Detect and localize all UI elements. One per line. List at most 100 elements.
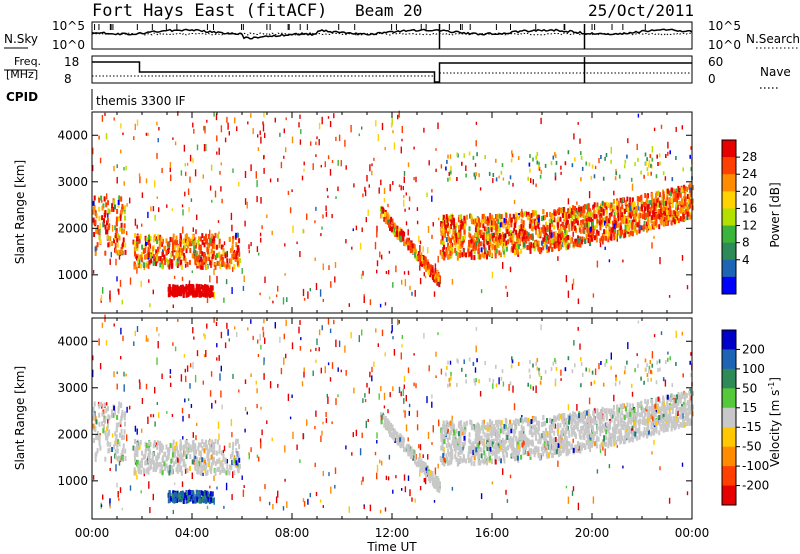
range-gate-cell [626, 154, 628, 159]
range-gate-cell [117, 202, 120, 208]
range-gate-cell [628, 231, 631, 237]
range-gate-cell [320, 367, 322, 374]
range-gate-cell [569, 212, 572, 218]
range-gate-cell [98, 338, 100, 346]
range-gate-cell [595, 233, 598, 239]
range-gate-cell [172, 509, 174, 515]
range-gate-cell [534, 241, 537, 247]
range-gate-cell [674, 192, 677, 198]
range-gate-cell [376, 230, 378, 238]
range-gate-cell [204, 287, 207, 293]
nave-line [92, 72, 692, 77]
range-gate-cell [521, 236, 524, 242]
range-gate-cell [393, 227, 396, 233]
range-gate-cell [351, 452, 353, 456]
range-gate-cell [335, 136, 337, 142]
range-gate-cell [503, 234, 506, 240]
range-gate-cell [236, 250, 238, 256]
range-gate-cell [149, 460, 152, 466]
range-gate-cell [137, 464, 140, 470]
range-gate-cell [592, 208, 595, 214]
range-gate-cell [157, 462, 160, 468]
range-gate-cell [114, 410, 116, 416]
range-gate-cell [260, 197, 262, 204]
range-gate-cell [194, 243, 197, 249]
range-gate-cell [101, 411, 104, 417]
range-gate-cell [171, 443, 174, 449]
range-gate-cell [301, 175, 304, 181]
range-gate-cell [277, 383, 279, 388]
range-gate-cell [250, 113, 252, 118]
range-gate-cell [592, 221, 594, 227]
range-gate-cell [243, 275, 245, 283]
range-gate-cell [596, 218, 599, 224]
range-gate-cell [152, 460, 155, 466]
range-gate-cell [337, 394, 339, 398]
range-gate-cell [320, 435, 322, 443]
range-gate-cell [154, 421, 156, 427]
range-gate-cell [126, 434, 128, 442]
range-gate-cell [641, 206, 644, 212]
range-gate-cell [423, 127, 425, 133]
range-gate-cell [575, 238, 578, 244]
range-gate-cell [260, 136, 262, 144]
range-gate-cell [610, 159, 612, 164]
range-gate-cell [686, 194, 689, 199]
range-gate-cell [584, 413, 586, 419]
range-gate-cell [232, 373, 234, 379]
range-gate-cell [570, 208, 573, 214]
range-gate-cell [220, 244, 223, 250]
range-gate-cell [142, 454, 145, 460]
range-gate-cell [427, 247, 429, 254]
range-gate-cell [565, 212, 568, 218]
range-gate-cell [285, 147, 287, 153]
range-gate-cell [228, 131, 230, 136]
range-gate-cell [512, 182, 514, 187]
range-gate-cell [657, 403, 660, 409]
range-gate-cell [662, 191, 665, 197]
range-gate-cell [582, 219, 585, 225]
range-gate-cell [362, 270, 364, 276]
range-gate-cell [390, 422, 393, 428]
range-gate-cell [187, 398, 190, 401]
range-gate-cell [155, 253, 158, 259]
range-gate-cell [677, 218, 680, 224]
range-gate-cell [416, 410, 419, 418]
range-gate-cell [529, 245, 532, 251]
range-gate-cell [216, 466, 219, 472]
range-gate-cell [389, 184, 391, 192]
range-gate-cell [219, 373, 221, 381]
range-gate-cell [116, 242, 119, 248]
range-gate-cell [134, 245, 137, 251]
range-gate-cell [158, 207, 160, 213]
range-gate-cell [479, 222, 482, 228]
range-gate-cell [195, 489, 198, 495]
range-gate-cell [393, 433, 396, 439]
range-gate-cell [543, 235, 546, 241]
range-gate-cell [206, 323, 208, 329]
range-gate-cell [585, 439, 588, 445]
range-gate-cell [454, 436, 457, 442]
range-gate-cell [213, 450, 216, 455]
range-gate-cell [537, 233, 540, 239]
range-gate-cell [496, 232, 499, 238]
range-gate-cell [447, 236, 450, 242]
range-gate-cell [220, 186, 222, 192]
range-gate-cell [238, 389, 240, 393]
range-gate-cell [662, 221, 665, 227]
range-gate-cell [284, 273, 286, 276]
range-gate-cell [498, 377, 500, 385]
range-gate-cell [413, 353, 415, 356]
range-gate-cell [164, 259, 167, 265]
range-gate-cell [406, 448, 409, 454]
range-gate-cell [510, 217, 513, 223]
range-gate-cell [632, 210, 635, 216]
range-gate-cell [138, 173, 141, 177]
range-gate-cell [428, 265, 431, 270]
range-gate-cell [110, 251, 112, 258]
range-gate-cell [644, 224, 647, 230]
range-gate-cell [446, 217, 449, 223]
range-gate-cell [96, 448, 99, 454]
range-gate-cell [408, 403, 411, 408]
